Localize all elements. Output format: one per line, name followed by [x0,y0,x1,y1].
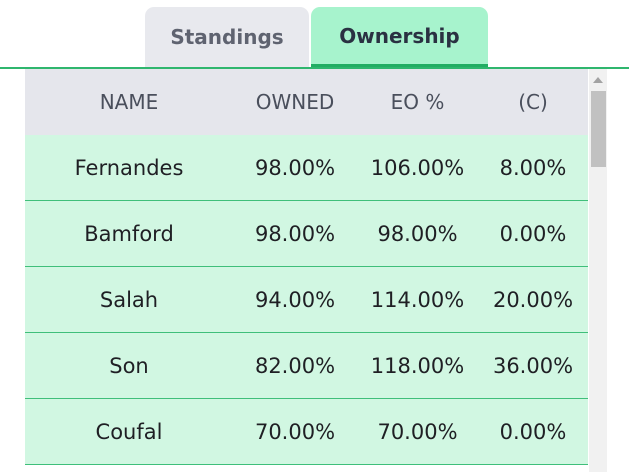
captain-value: 8.00% [478,135,588,201]
column-header-name[interactable]: NAME [25,69,233,135]
tab-ownership[interactable]: Ownership [311,7,488,67]
player-name: Salah [25,266,233,333]
ownership-table: NAME OWNED EO % (C) Fernandes 98.00% 106… [25,69,588,465]
captain-value: 20.00% [478,266,588,333]
tab-underline [0,67,629,69]
table-header-row: NAME OWNED EO % (C) [25,69,588,135]
player-name: Bamford [25,200,233,267]
owned-value: 82.00% [233,332,357,399]
column-header-captain[interactable]: (C) [478,69,588,135]
player-name: Fernandes [25,135,233,201]
tab-bar: Standings Ownership [0,0,629,69]
player-name: Coufal [25,398,233,465]
table-row[interactable]: Son 82.00% 118.00% 36.00% [25,332,588,399]
eo-value: 70.00% [357,398,478,465]
eo-value: 106.00% [357,135,478,201]
column-header-eo[interactable]: EO % [357,69,478,135]
captain-value: 0.00% [478,200,588,267]
eo-value: 118.00% [357,332,478,399]
table-row[interactable]: Fernandes 98.00% 106.00% 8.00% [25,135,588,201]
column-header-owned[interactable]: OWNED [233,69,357,135]
table-row[interactable]: Bamford 98.00% 98.00% 0.00% [25,200,588,267]
table-row[interactable]: Salah 94.00% 114.00% 20.00% [25,266,588,333]
player-name: Son [25,332,233,399]
scrollbar-thumb[interactable] [591,91,606,167]
vertical-scrollbar[interactable] [589,69,607,472]
owned-value: 70.00% [233,398,357,465]
captain-value: 36.00% [478,332,588,399]
eo-value: 114.00% [357,266,478,333]
scroll-up-arrow-icon[interactable] [593,77,603,83]
owned-value: 98.00% [233,200,357,267]
owned-value: 98.00% [233,135,357,201]
tab-standings[interactable]: Standings [145,7,309,67]
captain-value: 0.00% [478,398,588,465]
eo-value: 98.00% [357,200,478,267]
owned-value: 94.00% [233,266,357,333]
table-row[interactable]: Coufal 70.00% 70.00% 0.00% [25,398,588,465]
ownership-table-container: NAME OWNED EO % (C) Fernandes 98.00% 106… [25,69,588,472]
